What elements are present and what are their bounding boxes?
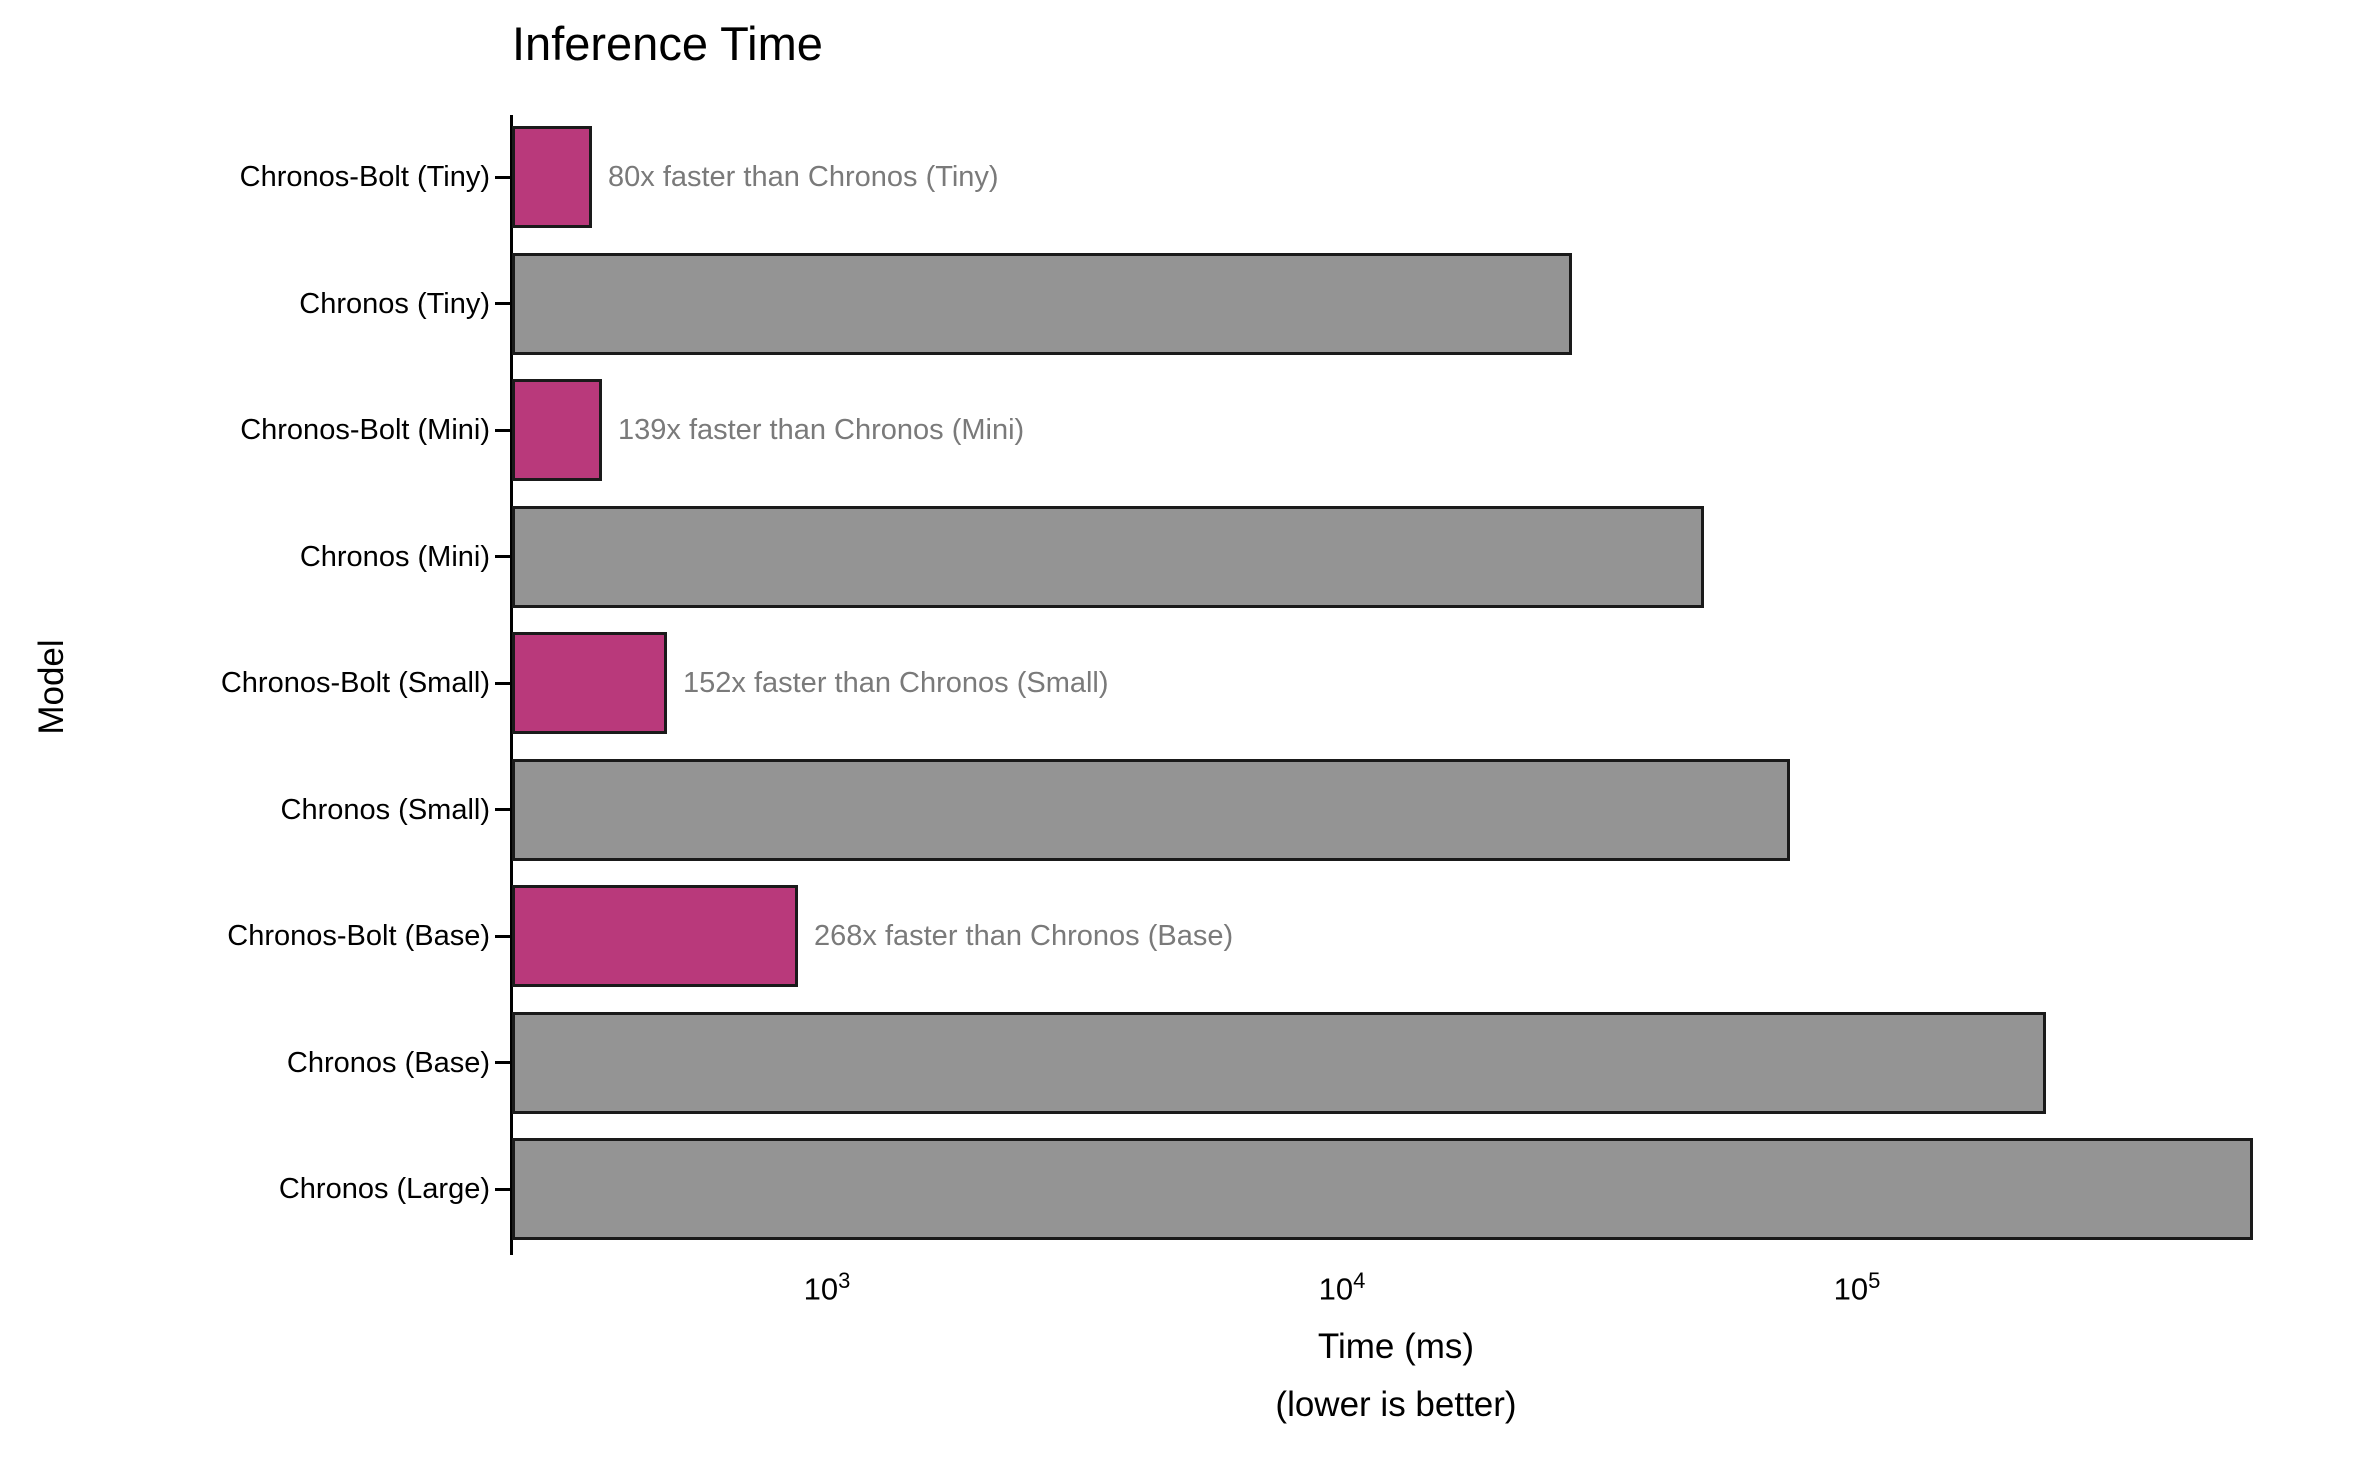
y-tick-mark <box>495 302 510 305</box>
chart-title: Inference Time <box>512 17 823 70</box>
bar-chronos-bolt-small <box>512 632 667 734</box>
y-tick-mark <box>495 808 510 811</box>
y-tick-label: Chronos (Base) <box>286 1046 490 1079</box>
bar-chronos-bolt-base <box>512 885 798 987</box>
speedup-annotation: 152x faster than Chronos (Small) <box>683 667 1109 699</box>
bar-chronos-bolt-mini <box>512 379 602 481</box>
speedup-annotation: 139x faster than Chronos (Mini) <box>618 414 1025 446</box>
y-tick-mark <box>495 934 510 938</box>
y-tick-mark <box>495 681 510 685</box>
y-tick-label: Chronos (Tiny) <box>299 287 490 320</box>
y-tick-label: Chronos-Bolt (Small) <box>220 667 490 699</box>
bar-chronos-tiny <box>512 252 1572 355</box>
y-tick-mark <box>495 175 510 179</box>
bar-chronos-bolt-tiny <box>512 126 592 228</box>
speedup-annotation: 268x faster than Chronos (Base) <box>814 920 1234 952</box>
y-tick-label: Chronos-Bolt (Base) <box>227 920 490 952</box>
y-tick-label: Chronos (Small) <box>280 793 491 826</box>
speedup-annotation: 80x faster than Chronos (Tiny) <box>608 161 999 193</box>
bar-chronos-large <box>512 1138 2253 1240</box>
x-axis-label: Time (ms) (lower is better) <box>1275 1318 1516 1434</box>
y-axis-spine <box>510 115 513 1255</box>
y-tick-label: Chronos (Large) <box>278 1173 490 1205</box>
x-tick-label-10e3: 103 <box>803 1268 851 1307</box>
y-tick-label: Chronos (Mini) <box>299 540 490 573</box>
x-axis-label-line2: (lower is better) <box>1275 1385 1517 1424</box>
y-tick-label: Chronos-Bolt (Mini) <box>240 414 490 446</box>
x-tick-label-10e5: 105 <box>1833 1268 1881 1307</box>
bar-chronos-base <box>512 1011 2046 1114</box>
y-tick-label: Chronos-Bolt (Tiny) <box>239 161 490 193</box>
bar-chronos-small <box>512 758 1790 861</box>
y-tick-mark <box>495 1187 510 1191</box>
y-tick-mark <box>495 555 510 558</box>
x-axis-label-line1: Time (ms) <box>1317 1327 1475 1366</box>
x-tick-label-10e4: 104 <box>1318 1268 1366 1307</box>
y-tick-mark <box>495 1061 510 1064</box>
y-tick-mark <box>495 428 510 432</box>
bar-chronos-mini <box>512 505 1704 608</box>
